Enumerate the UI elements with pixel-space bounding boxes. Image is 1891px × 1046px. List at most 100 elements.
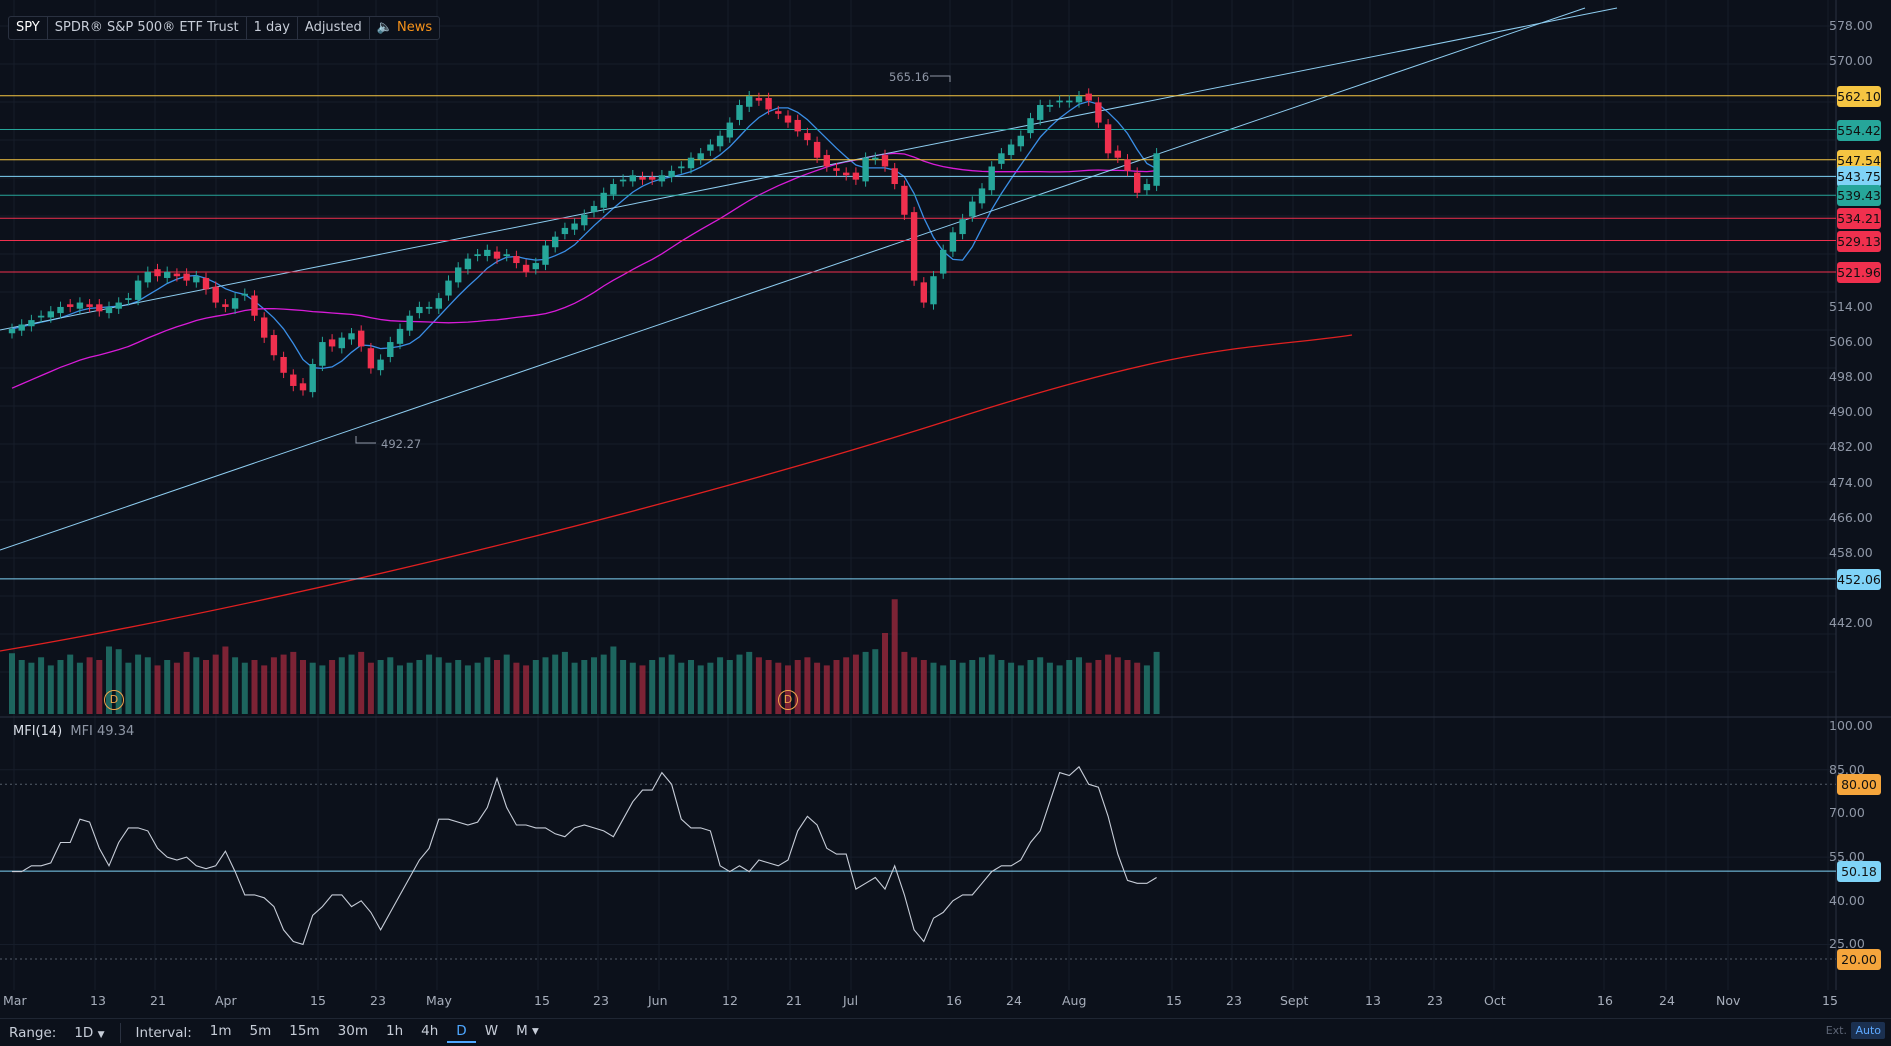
interval-d-button[interactable]: D [447,1023,475,1043]
candle-body [571,224,577,230]
price-chart[interactable] [0,0,1891,1018]
interval-badge[interactable]: 1 day [247,17,298,39]
candle-body [668,171,674,177]
volume-bar [446,663,452,714]
time-tick-label: 21 [786,993,802,1008]
dividend-marker[interactable]: D [778,690,798,710]
symbol-name: SPDR® S&P 500® ETF Trust [48,17,247,39]
volume-bar [28,663,34,714]
volume-bar [737,655,743,714]
volume-bar [465,665,471,714]
volume-bar [300,660,306,714]
candle-body [1144,184,1150,190]
candle-body [145,272,151,283]
candle-body [533,263,539,269]
time-tick-label: 16 [1597,993,1613,1008]
price-tick-label: 578.00 [1829,18,1873,33]
time-tick-label: Jun [648,993,668,1008]
candle-body [19,325,25,331]
volume-bar [630,663,636,714]
adjusted-badge[interactable]: Adjusted [298,17,370,39]
volume-bar [232,657,238,714]
candle-body [736,105,742,120]
mfi-title[interactable]: MFI(14) MFI 49.34 [13,724,134,739]
auto-scale-toggle[interactable]: Auto [1851,1022,1885,1039]
volume-bar [436,657,442,714]
candle-body [998,153,1004,164]
price-tick-label: 490.00 [1829,404,1873,419]
interval-5m-button[interactable]: 5m [241,1023,281,1043]
range-select[interactable]: 1D ▼ [65,1025,113,1041]
ext-toggle[interactable]: Ext. [1822,1023,1851,1038]
candle-body [1124,159,1130,170]
interval-15m-button[interactable]: 15m [280,1023,328,1043]
candle-body [591,206,597,212]
candle-body [698,153,704,159]
volume-bar [824,665,830,714]
candle-body [523,265,529,272]
candle-body [756,98,762,101]
interval-w-button[interactable]: W [476,1023,507,1043]
price-tag: 529.13 [1837,231,1881,252]
candle-body [649,177,655,180]
volume-bar [455,660,461,714]
mfi-tick-label: 40.00 [1829,893,1865,908]
candle-body [765,98,771,109]
candle-body [280,357,286,373]
time-tick-label: 21 [150,993,166,1008]
volume-bar [863,652,869,714]
volume-bar [649,660,655,714]
price-tick-label: 466.00 [1829,510,1873,525]
candle-body [930,276,936,304]
candle-body [775,111,781,114]
candle-body [542,245,548,264]
interval-m-button[interactable]: M ▾ [507,1023,548,1043]
volume-bar [552,655,558,714]
volume-bar [901,652,907,714]
dividend-marker[interactable]: D [104,690,124,710]
interval-4h-button[interactable]: 4h [412,1023,447,1043]
candle-body [1056,101,1062,103]
volume-bar [193,657,199,714]
trendlines[interactable] [0,8,1617,550]
time-tick-label: 15 [1166,993,1182,1008]
news-button[interactable]: 🔈 News [370,17,439,39]
volume-bar [339,657,345,714]
time-tick-label: 23 [1427,993,1443,1008]
candle-body [9,329,15,333]
candle-body [979,188,985,203]
candle-body [1018,136,1024,147]
candle-body [833,168,839,171]
candle-body [96,304,102,311]
price-tick-label: 458.00 [1829,545,1873,560]
volume-bar [184,652,190,714]
interval-1h-button[interactable]: 1h [377,1023,412,1043]
candle-body [795,120,801,131]
candle-body [154,269,160,276]
time-tick-label: Nov [1716,993,1740,1008]
candle-body [106,307,112,313]
candle-body [1134,173,1140,193]
volume-bar [950,660,956,714]
candle-body [183,274,189,281]
candle-body [242,294,248,296]
candle-body [989,166,995,190]
volume-bar [669,655,675,714]
candle-body [455,267,461,282]
volume-bar [378,660,384,714]
symbol-ticker[interactable]: SPY [9,17,48,39]
speaker-icon: 🔈 [377,20,397,35]
price-tick-label: 506.00 [1829,334,1873,349]
time-tick-label: 13 [90,993,106,1008]
range-label: Range: [0,1025,65,1041]
interval-30m-button[interactable]: 30m [329,1023,377,1043]
interval-1m-button[interactable]: 1m [201,1023,241,1043]
volume-bar [814,663,820,714]
symbol-header[interactable]: SPY SPDR® S&P 500® ETF Trust 1 day Adjus… [8,16,440,40]
volume-bar [931,663,937,714]
candle-body [445,281,451,296]
volume-bar [504,655,510,714]
price-tick-label: 482.00 [1829,439,1873,454]
candle-body [193,276,199,282]
price-tag: 521.96 [1837,262,1881,283]
